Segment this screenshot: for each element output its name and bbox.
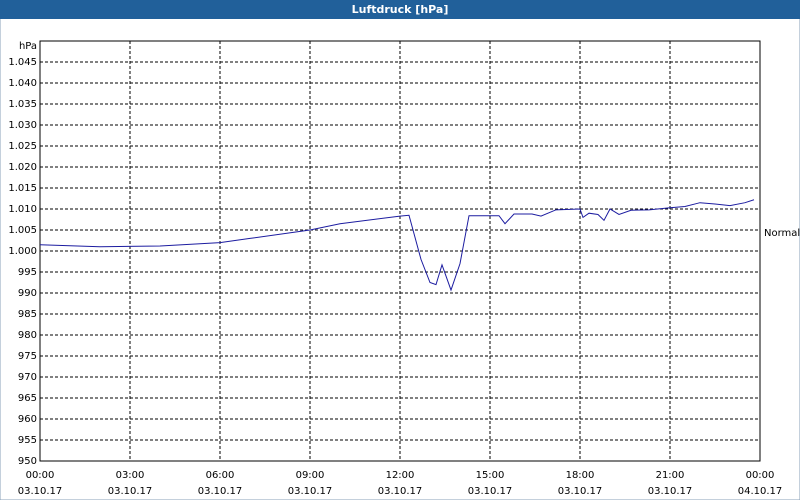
y-tick-label: 1.020 bbox=[8, 162, 37, 173]
y-tick-label: 1.010 bbox=[8, 204, 37, 215]
y-tick-label: 960 bbox=[18, 414, 37, 425]
y-tick-label: 1.030 bbox=[8, 120, 37, 131]
x-tick-label: 03:00 bbox=[116, 470, 145, 481]
x-tick-date: 03.10.17 bbox=[468, 486, 513, 497]
y-tick-label: 1.005 bbox=[8, 225, 37, 236]
y-tick-label: 980 bbox=[18, 330, 37, 341]
annotation: Normal bbox=[764, 228, 800, 239]
x-tick-label: 21:00 bbox=[656, 470, 685, 481]
y-tick-label: 1.040 bbox=[8, 78, 37, 89]
y-tick-label: 1.015 bbox=[8, 183, 37, 194]
x-tick-label: 00:00 bbox=[26, 470, 55, 481]
x-tick-date: 03.10.17 bbox=[288, 486, 333, 497]
y-tick-label: 965 bbox=[18, 393, 37, 404]
y-tick-label: 995 bbox=[18, 267, 37, 278]
y-tick-label: 1.045 bbox=[8, 57, 37, 68]
y-tick-label: 990 bbox=[18, 288, 37, 299]
y-tick-label: 985 bbox=[18, 309, 37, 320]
x-tick-date: 03.10.17 bbox=[198, 486, 243, 497]
y-tick-label: 1.025 bbox=[8, 141, 37, 152]
y-tick-label: 1.035 bbox=[8, 99, 37, 110]
y-tick-label: 975 bbox=[18, 351, 37, 362]
line-series bbox=[39, 199, 755, 292]
title-bar bbox=[0, 0, 800, 19]
chart-title: Luftdruck [hPa] bbox=[352, 3, 449, 16]
x-tick-date: 03.10.17 bbox=[648, 486, 693, 497]
y-unit: hPa bbox=[19, 41, 37, 52]
x-tick-label: 00:00 bbox=[746, 470, 775, 481]
y-tick-label: 1.000 bbox=[8, 246, 37, 257]
x-tick-date: 03.10.17 bbox=[378, 486, 423, 497]
x-tick-label: 09:00 bbox=[296, 470, 325, 481]
y-tick-label: 955 bbox=[18, 435, 37, 446]
y-tick-label: 950 bbox=[18, 456, 37, 467]
y-tick-label: 970 bbox=[18, 372, 37, 383]
x-tick-date: 04.10.17 bbox=[738, 486, 783, 497]
x-tick-label: 06:00 bbox=[206, 470, 235, 481]
plot-border bbox=[39, 40, 761, 462]
x-tick-label: 18:00 bbox=[566, 470, 595, 481]
x-tick-label: 12:00 bbox=[386, 470, 415, 481]
x-tick-label: 15:00 bbox=[476, 470, 505, 481]
x-tick-date: 03.10.17 bbox=[108, 486, 153, 497]
x-tick-date: 03.10.17 bbox=[18, 486, 63, 497]
x-tick-date: 03.10.17 bbox=[558, 486, 603, 497]
